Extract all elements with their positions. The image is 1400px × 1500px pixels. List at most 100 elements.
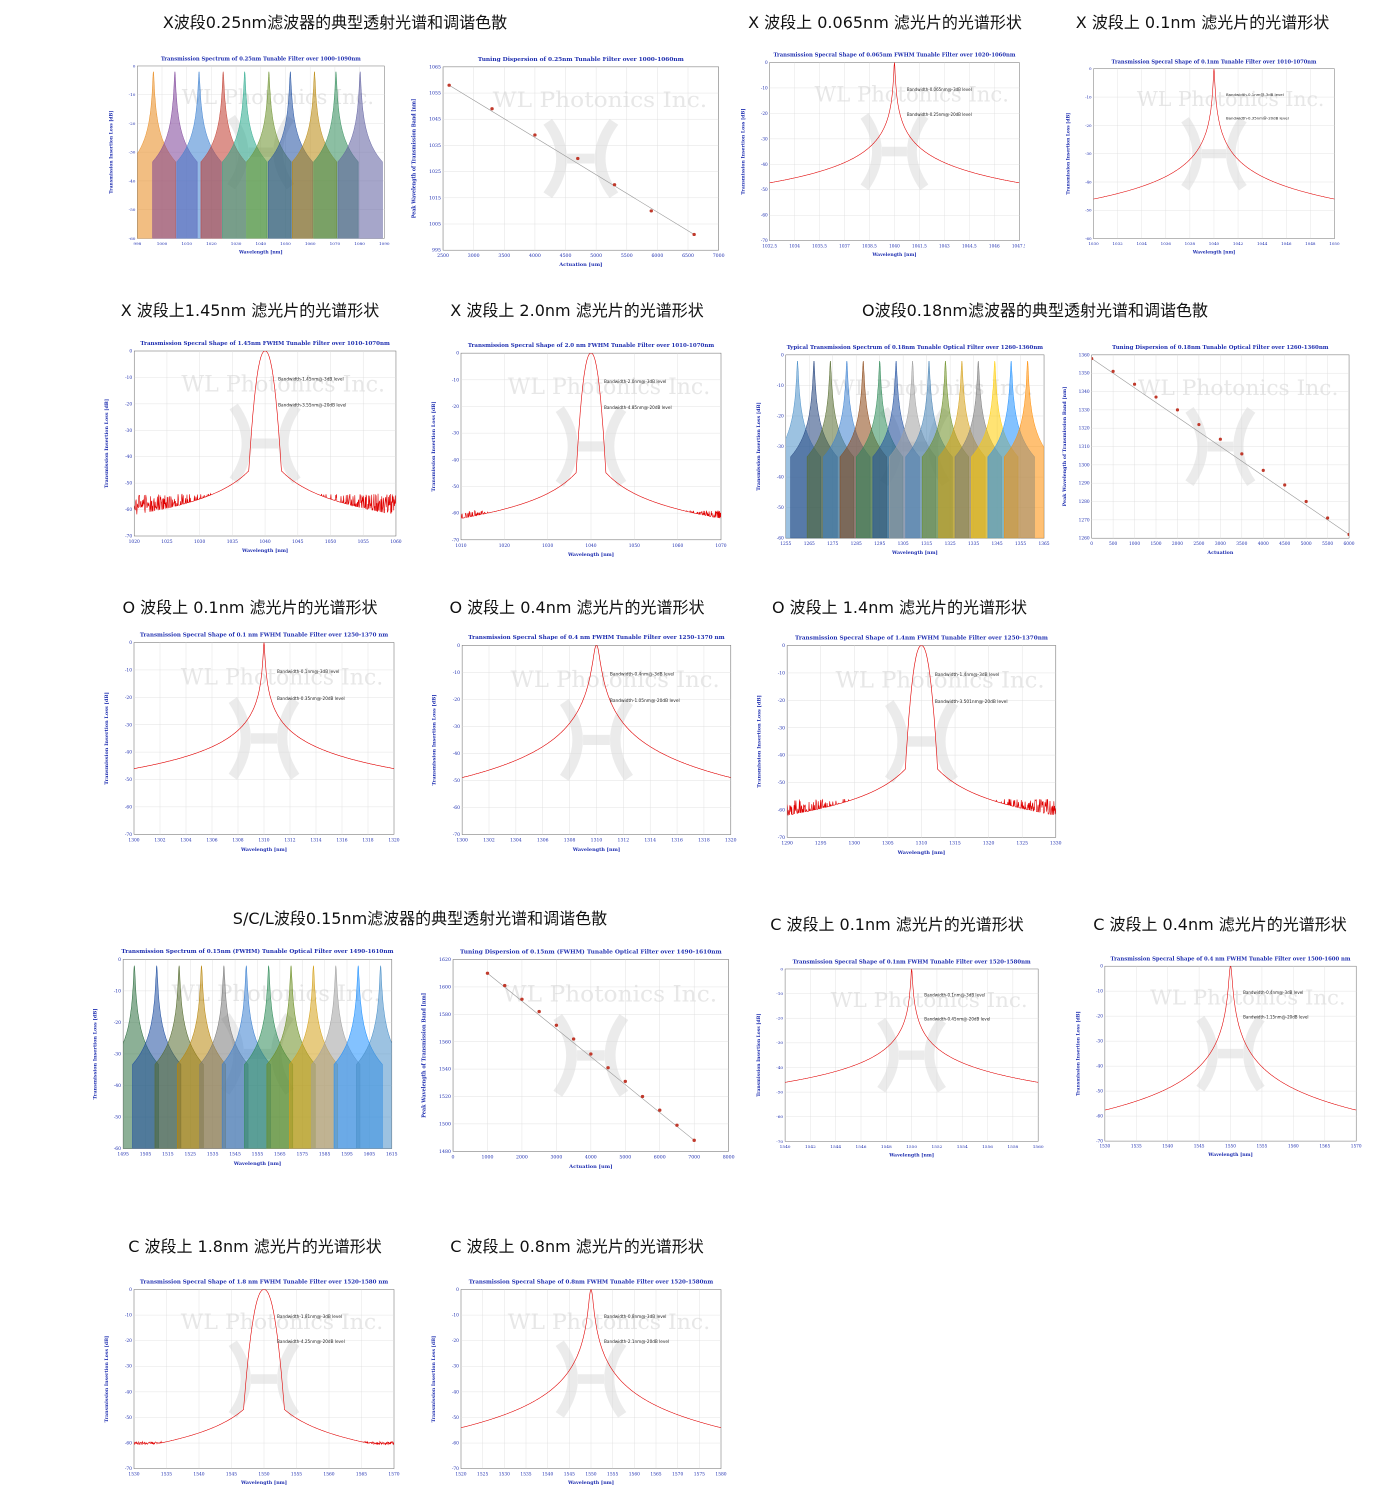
watermark-logo (1196, 1015, 1265, 1092)
y-tick-label: -20 (114, 1020, 121, 1026)
x-tick-label: 1044.5 (962, 243, 977, 248)
chart-svg: WL Photonics Inc.1255 1265 1275 1285 1295 130… (756, 345, 1050, 556)
y-tick-label: -40 (452, 458, 459, 463)
data-point (520, 997, 524, 1001)
data-point (571, 1037, 576, 1041)
y-tick-label: -10 (778, 670, 785, 676)
x-tick-label: 1302 (483, 838, 495, 844)
x-tick-label: 1030 (194, 540, 205, 545)
series-peak (356, 965, 392, 1149)
y-tick-label: -60 (1096, 1114, 1103, 1119)
x-tick-label: 1306 (206, 837, 217, 843)
y-tick-label: -60 (125, 804, 132, 810)
chart-title: Transmission Specral Shape of 0.4 nm FWH… (1111, 957, 1351, 963)
x-tick-label: 1320 (983, 841, 995, 847)
spectrum-line (1104, 966, 1357, 1111)
x-axis-label: Wavelength [nm] (233, 1161, 281, 1167)
chart-title: Tuning Dispersion of 0.15nm (FWHM) Tunab… (460, 948, 722, 955)
y-tick-label: -60 (778, 807, 785, 813)
x-tick-label: 5000 (590, 253, 602, 259)
chart-title: Transmission Specral Shape of 0.1nm FWHM… (793, 959, 1031, 965)
watermark-text: WL Photonics Inc. (171, 981, 380, 1007)
y-tick-label: -20 (778, 698, 785, 704)
x-tick-label: 1325 (1016, 841, 1028, 847)
x-tick-label: 1540 (193, 1472, 204, 1477)
y-tick-label: -20 (1085, 123, 1092, 128)
y-tick-label: -40 (125, 455, 132, 460)
y-tick-label: -60 (777, 537, 784, 542)
x-tick-label: 1040 (1209, 241, 1220, 246)
x-tick-label: 1060 (305, 241, 316, 246)
x-tick-label: 7000 (688, 1155, 700, 1161)
y-tick-label: 1045 (429, 117, 441, 123)
y-axis-label: Transmission Insertion Loss [dB] (1066, 113, 1071, 195)
y-tick-label: -70 (761, 238, 768, 243)
x-tick-label: 1314 (644, 838, 656, 844)
y-tick-label: -30 (125, 1365, 132, 1370)
x-tick-label: 1043 (939, 243, 950, 248)
section-title-x-0065: X 波段上 0.065nm 滤光片的光谱形状 (748, 13, 1022, 32)
y-tick-label: -30 (1096, 1039, 1103, 1044)
x-axis-label: Actuation [um] (568, 1164, 612, 1170)
chart-svg: WL Photonics Inc. 0 500 1000 1500 2000 2500 300… (1062, 345, 1355, 556)
y-tick-label: -70 (125, 535, 132, 540)
y-axis-label: Peak Wavelength of Transmission Band [nm… (421, 993, 427, 1118)
x-tick-label: 1048 (1305, 241, 1316, 246)
x-tick-label: 1070 (330, 241, 341, 246)
x-tick-label: 5000 (1301, 542, 1312, 547)
y-tick-label: -70 (125, 832, 132, 838)
chart-svg: WL Photonics Inc. 998 1000 1010 1020 1030 1040… (109, 56, 390, 255)
x-tick-label: 3000 (468, 253, 480, 259)
x-tick-label: 1034 (1137, 241, 1148, 246)
bandwidth-annotation: Bandwidth-1.05nm@-20dB level (610, 698, 680, 704)
x-tick-label: 1304 (180, 837, 191, 843)
data-point (1154, 395, 1158, 399)
y-tick-label: -50 (114, 1115, 121, 1121)
y-tick-label: 0 (129, 640, 132, 646)
chart-title: Tuning Dispersion of 0.18nm Tunable Opti… (1112, 345, 1329, 351)
chart-x-0065-shape: WL Photonics Inc. 1032.5 1034 1035.5 1037 103… (737, 48, 1025, 260)
bandwidth-annotation: Bandwidth-0.35nm@-20dB level (1226, 116, 1289, 121)
x-tick-label: 4000 (585, 1155, 597, 1161)
x-tick-label: 1355 (1015, 542, 1026, 547)
x-tick-label: 1047.5 (1012, 243, 1025, 248)
chart-svg: WL Photonics Inc. 2500 3000 3500 4000 4500 500… (411, 57, 724, 268)
x-tick-label: 1530 (1099, 1144, 1110, 1149)
y-tick-label: -70 (125, 1467, 132, 1472)
x-tick-label: 1560 (1288, 1144, 1299, 1149)
x-tick-label: 1615 (386, 1152, 398, 1158)
chart-x-025-spectrum: WL Photonics Inc. 998 1000 1010 1020 1030 1040… (105, 52, 390, 257)
y-tick-label: -20 (452, 405, 459, 410)
x-tick-label: 1032.5 (762, 243, 777, 248)
x-tick-label: 1010 (181, 241, 192, 246)
y-tick-label: 1065 (429, 64, 441, 70)
x-tick-label: 1555 (291, 1472, 302, 1477)
y-tick-label: -10 (776, 991, 783, 996)
x-tick-label: 1037 (839, 243, 850, 248)
x-tick-label: 1560 (629, 1472, 640, 1477)
y-tick-label: -20 (453, 697, 460, 703)
x-tick-label: 1306 (537, 838, 549, 844)
x-tick-label: 1570 (672, 1472, 683, 1477)
x-tick-label: 5500 (621, 253, 633, 259)
y-tick-label: -60 (114, 1146, 121, 1152)
y-tick-label: -10 (452, 378, 459, 383)
x-tick-label: 1305 (882, 841, 894, 847)
x-tick-label: 1314 (310, 837, 321, 843)
x-axis-label: Wavelength [nm] (567, 552, 614, 558)
x-tick-label: 1550 (585, 1472, 596, 1477)
y-tick-label: -40 (778, 753, 785, 759)
watermark-text: WL Photonics Inc. (510, 667, 719, 693)
x-tick-label: 1300 (456, 838, 468, 844)
x-tick-label: 1318 (698, 838, 710, 844)
y-tick-label: -30 (453, 724, 460, 730)
y-axis-label: Transmission Insertion Loss [dB] (431, 694, 437, 785)
data-point (606, 1066, 610, 1070)
y-tick-label: -60 (761, 213, 768, 218)
y-axis-label: Transmission Insertion Loss [dB] (104, 692, 110, 785)
y-tick-label: -50 (1085, 208, 1092, 213)
spectrum-line (461, 1289, 721, 1428)
x-tick-label: 1010 (455, 544, 466, 549)
chart-title: Typical Transmission Spectrum of 0.18nm … (787, 345, 1044, 351)
chart-svg: WL Photonics Inc. 1030 1032 1034 1036 1038 104… (1066, 59, 1340, 255)
